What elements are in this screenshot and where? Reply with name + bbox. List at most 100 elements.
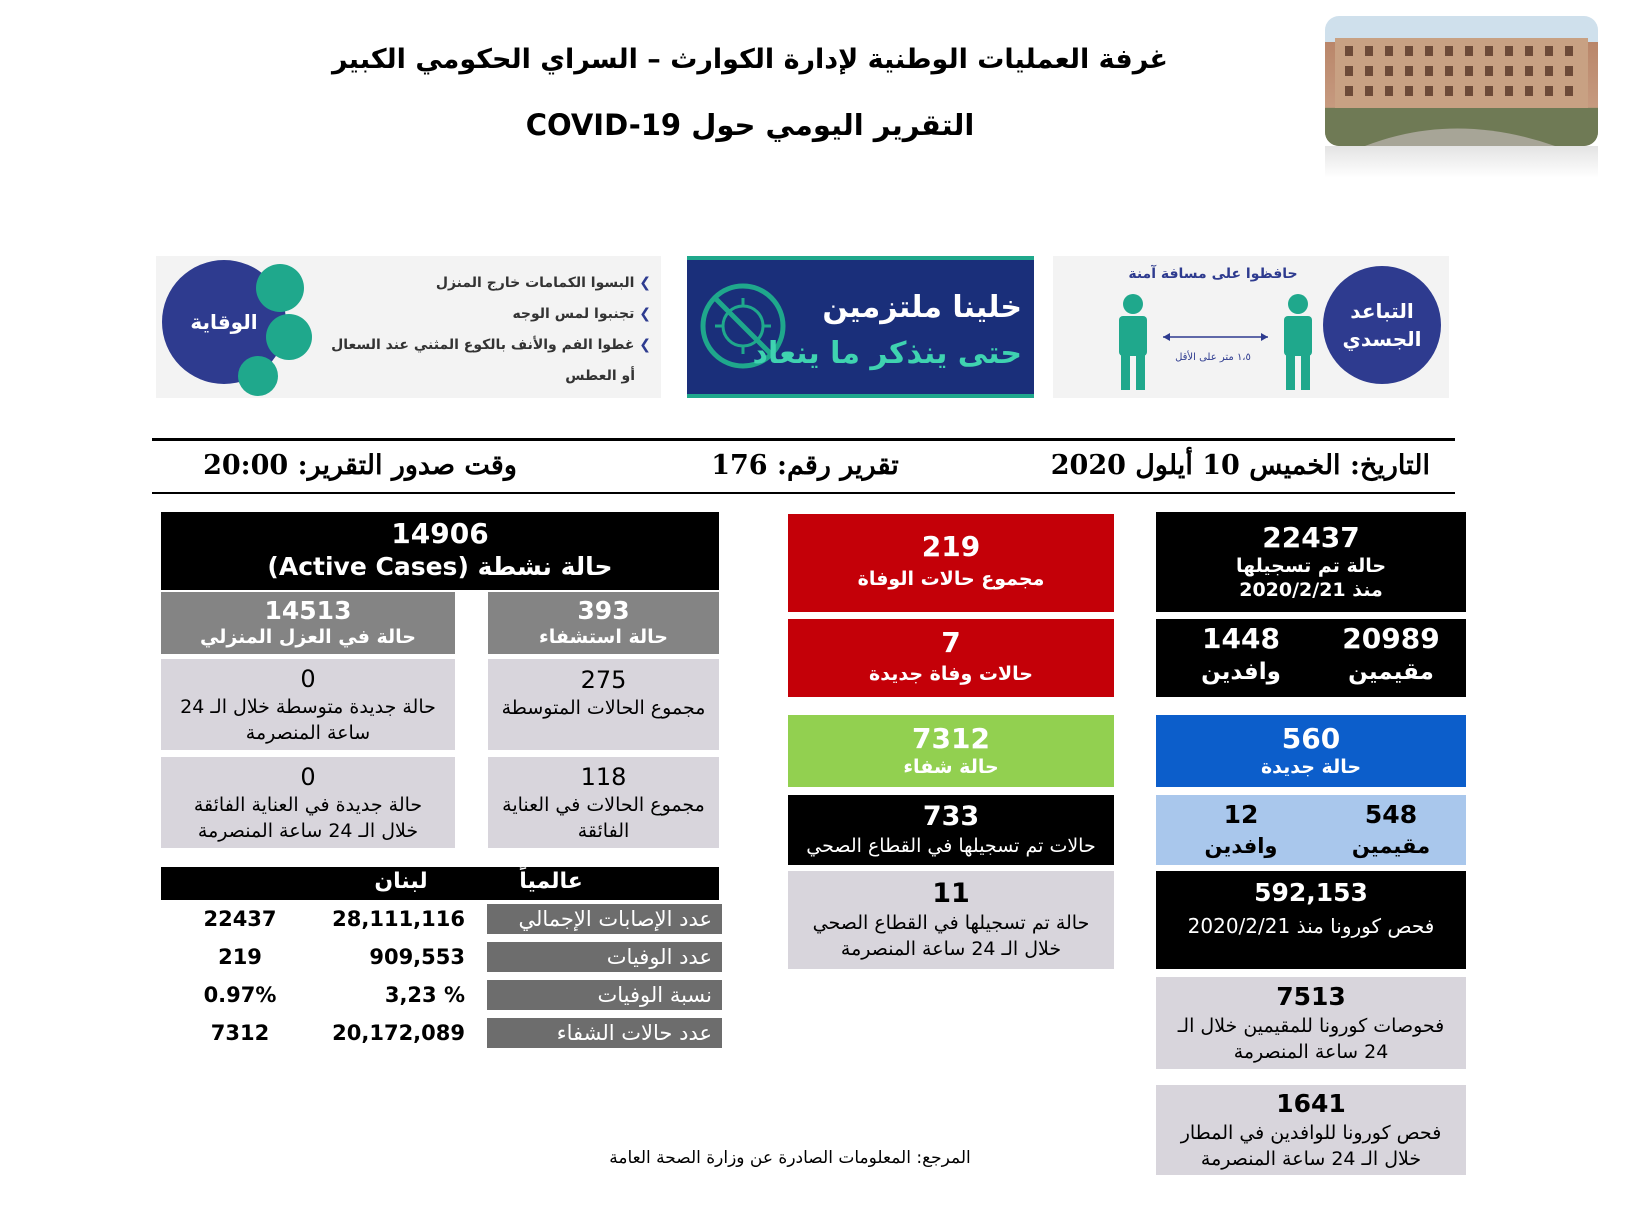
icu-new-label: حالة جديدة في العناية الفائقة	[193, 793, 423, 816]
tests-residents-box: 7513 فحوصات كورونا للمقيمين خلال الـ 24 …	[1156, 977, 1466, 1069]
icu-new-value: 0	[300, 762, 316, 791]
distancing-people-icon	[1119, 294, 1312, 390]
tests-residents-label: فحوصات كورونا للمقيمين خلال الـ	[1177, 1015, 1445, 1037]
active-cases-box: 14906 حالة نشطة (Active Cases)	[161, 512, 719, 590]
report-title: غرفة العمليات الوطنية لإدارة الكوارث – ا…	[332, 44, 1168, 75]
new-breakdown-box: 548 مقيمين 12 وافدين	[1156, 795, 1466, 865]
moderate-total-box: 275 مجموع الحالات المتوسطة	[488, 659, 719, 750]
tests-residents-period: 24 ساعة المنصرمة	[1233, 1041, 1389, 1063]
health-sector-new-box: 11 حالة تم تسجيلها في القطاع الصحي خلال …	[788, 871, 1114, 969]
recovered-box: 7312 حالة شفاء	[788, 715, 1114, 787]
residents-total: 20989 مقيمين	[1316, 623, 1466, 689]
registered-label: حالة تم تسجيلها	[1235, 555, 1387, 577]
deaths-new-label: حالات وفاة جديدة	[869, 663, 1033, 685]
new-arrivals-value: 12	[1223, 800, 1259, 829]
new-cases-value: 560	[1281, 722, 1341, 755]
health-sector-new-period: خلال الـ 24 ساعة المنصرمة	[840, 938, 1062, 960]
active-cases-value: 14906	[391, 517, 489, 550]
icu-total-label: مجموع الحالات في العناية	[502, 793, 705, 816]
health-sector-value: 733	[922, 801, 980, 832]
comparison-row: عدد الوفيات 909,553 219	[0, 942, 740, 974]
moderate-new-label: حالة جديدة متوسطة خلال الـ 24	[180, 695, 436, 718]
active-cases-label: حالة نشطة (Active Cases)	[267, 552, 613, 581]
report-subtitle: التقرير اليومي حول COVID-19	[525, 108, 975, 142]
distancing-badge: التباعد الجسدي	[1323, 266, 1441, 384]
moderate-new-period: ساعة المنصرمة	[245, 721, 371, 744]
deaths-total-label: مجموع حالات الوفاة	[857, 568, 1045, 590]
report-number: تقرير رقم: 176	[711, 450, 899, 481]
face-touch-icon	[266, 314, 312, 360]
distance-note: ١،٥ متر على الأقل	[1175, 352, 1251, 363]
residents-total-value: 20989	[1342, 622, 1440, 655]
hospitalized-box: 393 حالة استشفاء	[488, 592, 719, 654]
prevention-banner: الوقاية ❯ البسوا الكمامات خارج المنزل ❯ …	[156, 256, 661, 398]
row-world: 909,553	[369, 945, 465, 969]
registered-cases-box: 22437 حالة تم تسجيلها منذ 2020/2/21	[1156, 512, 1466, 612]
hospitalized-label: حالة استشفاء	[539, 626, 668, 648]
moderate-new-value: 0	[300, 664, 316, 693]
row-lebanon: 0.97%	[203, 983, 277, 1007]
mask-icon	[256, 264, 304, 312]
prevention-list: ❯ البسوا الكمامات خارج المنزل ❯ تجنبوا ل…	[311, 268, 651, 392]
new-arrivals: 12 وافدين	[1166, 799, 1316, 861]
icu-total-box: 118 مجموع الحالات في العناية الفائقة	[488, 757, 719, 848]
hospitalized-value: 393	[577, 596, 630, 625]
commitment-line1: خلينا ملتزمين	[822, 290, 1022, 325]
virus-crossed-icon	[700, 283, 786, 369]
deaths-new-box: 7 حالات وفاة جديدة	[788, 619, 1114, 697]
new-residents: 548 مقيمين	[1316, 799, 1466, 861]
health-sector-new-value: 11	[932, 878, 970, 909]
registered-value: 22437	[1262, 521, 1360, 554]
deaths-new-value: 7	[941, 626, 961, 659]
residents-total-label: مقيمين	[1348, 659, 1434, 685]
new-residents-value: 548	[1364, 800, 1418, 829]
comparison-header: عالمياً لبنان	[161, 867, 719, 900]
recovered-value: 7312	[912, 722, 990, 755]
moderate-total-value: 275	[580, 666, 627, 694]
moderate-new-box: 0 حالة جديدة متوسطة خلال الـ 24 ساعة الم…	[161, 659, 455, 750]
tests-total-label: فحص كورونا منذ 2020/2/21	[1187, 914, 1435, 938]
tests-residents-value: 7513	[1276, 982, 1346, 1011]
prevention-item: ❯ غطوا الفم والأنف بالكوع المثني عند الس…	[331, 337, 651, 353]
row-lebanon: 7312	[210, 1021, 270, 1045]
row-world: 28,111,116	[332, 907, 465, 931]
tests-airport-label: فحص كورونا للوافدين في المطار	[1180, 1122, 1442, 1144]
distancing-badge-line2: الجسدي	[1342, 327, 1422, 351]
icu-new-period: خلال الـ 24 ساعة المنصرمة	[197, 819, 419, 842]
health-sector-new-label: حالة تم تسجيلها في القطاع الصحي	[812, 912, 1090, 934]
icu-new-box: 0 حالة جديدة في العناية الفائقة خلال الـ…	[161, 757, 455, 848]
home-isolation-value: 14513	[264, 596, 352, 625]
distancing-banner: حافظوا على مسافة آمنة ١،٥ متر على الأقل …	[1053, 256, 1449, 398]
health-sector-label: حالات تم تسجيلها في القطاع الصحي	[806, 835, 1096, 857]
icu-total-value: 118	[580, 762, 627, 791]
prevention-item: ❯ تجنبوا لمس الوجه	[512, 306, 651, 322]
report-time: وقت صدور التقرير: 20:00	[203, 450, 517, 481]
arrivals-total-label: وافدين	[1201, 659, 1281, 685]
info-top-rule	[152, 438, 1455, 441]
serail-photo-reflection	[1325, 146, 1598, 178]
new-arrivals-label: وافدين	[1204, 834, 1278, 858]
tests-total-box: 592,153 فحص كورونا منذ 2020/2/21	[1156, 871, 1466, 969]
prevention-item: أو العطس	[565, 368, 635, 384]
serail-photo	[1325, 16, 1598, 146]
recovered-label: حالة شفاء	[903, 756, 999, 778]
icu-total-label2: الفائقة	[577, 819, 630, 842]
arrivals-total-value: 1448	[1202, 622, 1280, 655]
home-isolation-label: حالة في العزل المنزلي	[200, 626, 416, 648]
row-label: نسبة الوفيات	[487, 980, 722, 1010]
arrivals-total: 1448 وافدين	[1166, 623, 1316, 689]
tests-airport-box: 1641 فحص كورونا للوافدين في المطار خلال …	[1156, 1085, 1466, 1175]
report-date: التاريخ: الخميس 10 أيلول 2020	[1050, 450, 1430, 481]
row-label: عدد حالات الشفاء	[487, 1018, 722, 1048]
residents-arrivals-box: 20989 مقيمين 1448 وافدين	[1156, 619, 1466, 697]
new-cases-box: 560 حالة جديدة	[1156, 715, 1466, 787]
moderate-total-label: مجموع الحالات المتوسطة	[501, 697, 706, 719]
comparison-row: نسبة الوفيات 3,23 % 0.97%	[0, 980, 740, 1012]
deaths-total-value: 219	[921, 530, 981, 563]
commitment-line2: حتى ينذكر ما ينعاد	[752, 336, 1022, 371]
registered-since: منذ 2020/2/21	[1239, 579, 1383, 601]
row-label: عدد الإصابات الإجمالي	[487, 904, 722, 934]
new-residents-label: مقيمين	[1351, 834, 1431, 858]
cough-icon	[238, 356, 278, 396]
comparison-row: عدد الإصابات الإجمالي 28,111,116 22437	[0, 904, 740, 936]
